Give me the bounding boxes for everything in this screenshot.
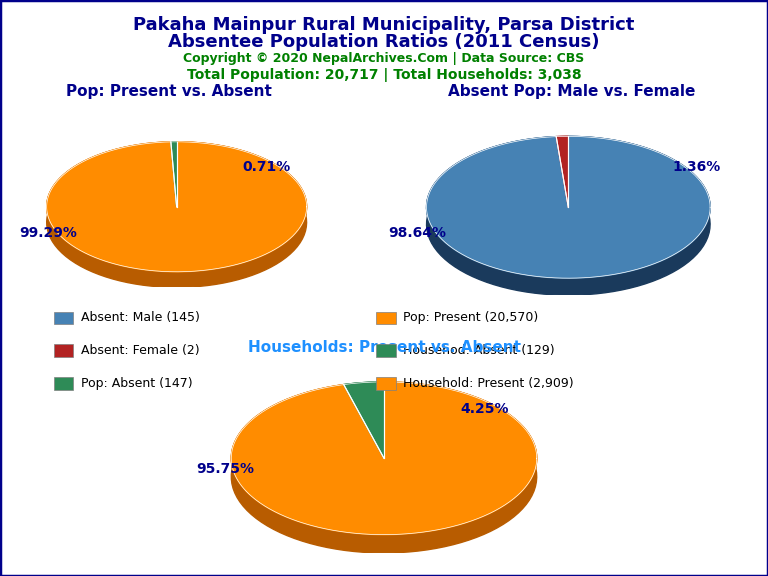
Text: Pakaha Mainpur Rural Municipality, Parsa District: Pakaha Mainpur Rural Municipality, Parsa… xyxy=(134,16,634,34)
Polygon shape xyxy=(231,382,537,535)
Text: Pop: Present (20,570): Pop: Present (20,570) xyxy=(403,312,538,324)
Polygon shape xyxy=(556,137,568,154)
Text: Absent: Male (145): Absent: Male (145) xyxy=(81,312,200,324)
Text: 98.64%: 98.64% xyxy=(388,226,446,240)
Text: Total Population: 20,717 | Total Households: 3,038: Total Population: 20,717 | Total Househo… xyxy=(187,68,581,82)
Polygon shape xyxy=(556,137,568,207)
Text: 0.71%: 0.71% xyxy=(242,160,290,174)
Text: Absentee Population Ratios (2011 Census): Absentee Population Ratios (2011 Census) xyxy=(168,33,600,51)
Text: 95.75%: 95.75% xyxy=(196,463,254,476)
Polygon shape xyxy=(344,382,384,403)
Polygon shape xyxy=(426,137,710,278)
Text: Copyright © 2020 NepalArchives.Com | Data Source: CBS: Copyright © 2020 NepalArchives.Com | Dat… xyxy=(184,52,584,65)
Text: 99.29%: 99.29% xyxy=(19,226,77,240)
Polygon shape xyxy=(47,142,306,272)
Text: Absent Pop: Male vs. Female: Absent Pop: Male vs. Female xyxy=(449,84,696,98)
Text: Househod: Absent (129): Househod: Absent (129) xyxy=(403,344,554,357)
Text: 4.25%: 4.25% xyxy=(461,402,509,416)
Text: Pop: Present vs. Absent: Pop: Present vs. Absent xyxy=(66,84,272,98)
Polygon shape xyxy=(47,142,306,287)
Text: 1.36%: 1.36% xyxy=(672,160,720,174)
Polygon shape xyxy=(170,142,177,157)
Text: Absent: Female (2): Absent: Female (2) xyxy=(81,344,199,357)
Polygon shape xyxy=(170,142,177,207)
Polygon shape xyxy=(426,137,710,295)
Text: Pop: Absent (147): Pop: Absent (147) xyxy=(81,377,192,390)
Polygon shape xyxy=(231,382,537,553)
Polygon shape xyxy=(344,382,384,458)
Text: Households: Present vs. Absent: Households: Present vs. Absent xyxy=(247,340,521,355)
Text: Household: Present (2,909): Household: Present (2,909) xyxy=(403,377,574,390)
